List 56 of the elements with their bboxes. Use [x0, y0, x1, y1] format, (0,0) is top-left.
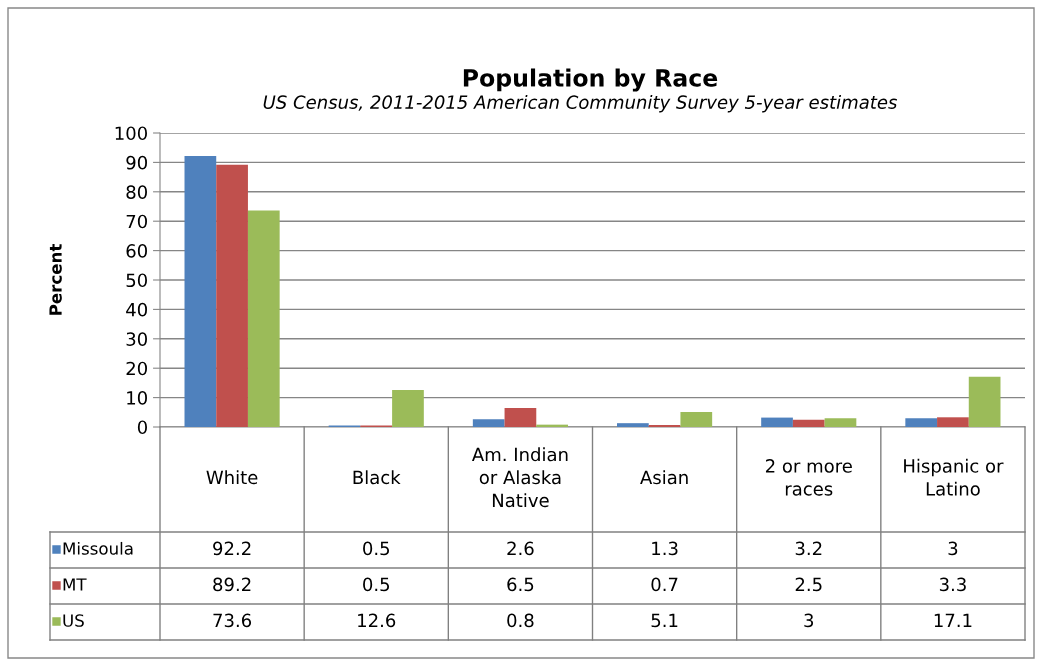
- y-axis-title: Percent: [49, 244, 62, 315]
- x-tick-label: Hispanic or Latino: [904, 458, 1004, 496]
- data-label: 0.5: [363, 541, 390, 556]
- y-tick-label: 20: [126, 361, 147, 376]
- data-label: 73.6: [213, 613, 252, 628]
- x-tick-label: Am. Indian or Alaska Native: [471, 447, 568, 508]
- bar: [247, 210, 280, 427]
- legend-label: US: [63, 614, 84, 627]
- bar: [504, 407, 537, 427]
- bar: [648, 424, 681, 427]
- data-label: 17.1: [934, 613, 972, 627]
- bar: [472, 419, 505, 427]
- bar: [761, 417, 793, 427]
- y-tick-label: 90: [126, 155, 147, 170]
- data-label: 0.7: [651, 577, 678, 592]
- x-tick-label: Black: [353, 470, 401, 485]
- y-tick-label: 30: [126, 332, 147, 346]
- x-tick-label: Asian: [640, 470, 688, 485]
- y-tick-label: 100: [115, 126, 147, 141]
- y-tick-label: 0: [137, 420, 147, 435]
- y-tick-label: 80: [126, 185, 147, 199]
- data-label: 2.5: [795, 577, 822, 592]
- bar: [824, 418, 857, 427]
- data-label: 3.3: [939, 577, 966, 592]
- bar: [216, 164, 248, 427]
- data-label: 1.3: [652, 541, 678, 556]
- bar: [905, 418, 938, 427]
- chart-title: Population by Race: [463, 68, 718, 92]
- data-label: 0.5: [363, 577, 390, 592]
- legend-label: Missoula: [63, 541, 133, 555]
- data-label: 12.6: [358, 613, 396, 628]
- data-label: 0.8: [507, 613, 534, 628]
- legend-label: MT: [63, 578, 87, 591]
- bar: [680, 412, 713, 427]
- bar: [392, 389, 424, 427]
- y-tick-label: 60: [126, 244, 147, 258]
- data-label: 5.1: [651, 613, 678, 628]
- bar: [937, 417, 969, 427]
- data-label: 89.2: [213, 577, 251, 592]
- bar: [968, 376, 1001, 427]
- y-tick-label: 50: [126, 273, 147, 288]
- bar: [617, 423, 649, 427]
- y-tick-label: 40: [126, 302, 147, 317]
- x-tick-label: White: [206, 470, 258, 485]
- data-label: 3: [948, 541, 958, 556]
- y-tick-label: 10: [127, 391, 147, 405]
- chart-subtitle: US Census, 2011-2015 American Community Survey 5-year estimates: [263, 95, 898, 113]
- data-label: 2.6: [507, 541, 534, 556]
- data-label: 3: [804, 613, 814, 628]
- bar: [792, 419, 825, 427]
- data-label: 6.5: [507, 577, 534, 592]
- y-tick-label: 70: [126, 214, 147, 229]
- bar: [184, 155, 217, 427]
- data-label: 3.2: [795, 541, 822, 556]
- data-label: 92.2: [213, 541, 251, 556]
- x-tick-label: 2 or more races: [765, 459, 852, 496]
